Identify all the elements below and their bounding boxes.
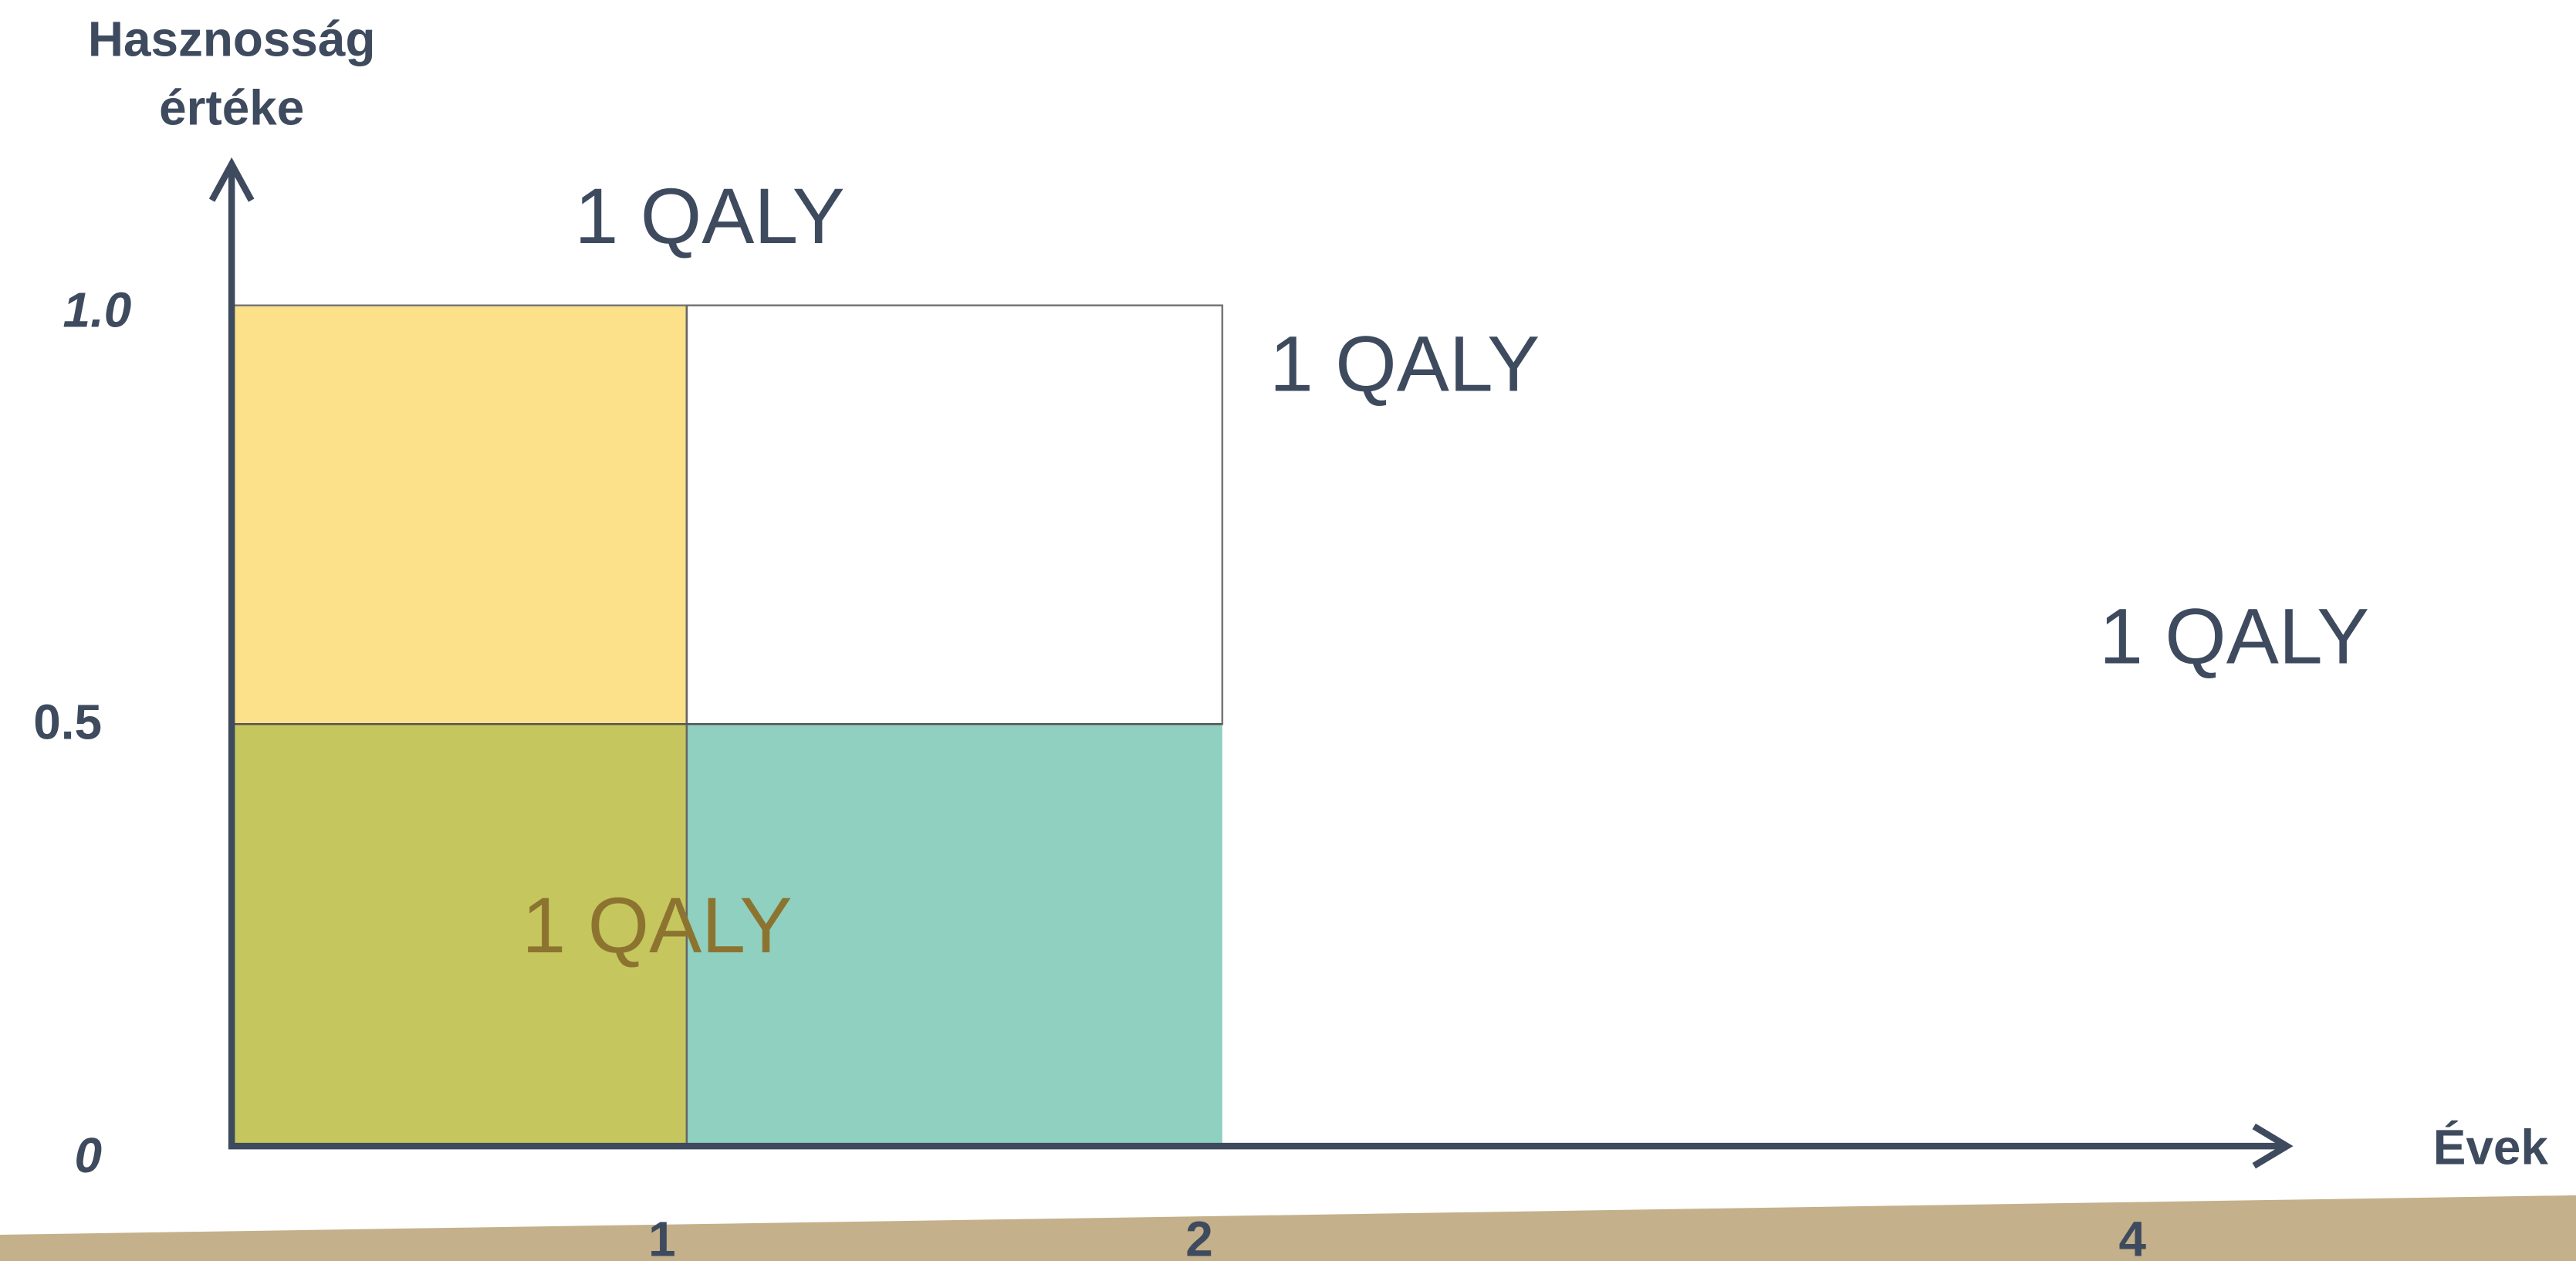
y-axis-label: értéke (159, 80, 304, 136)
annotation: 1 QALY (1269, 319, 1540, 407)
y-arrow (208, 157, 255, 202)
y-tick-label: 0.5 (33, 694, 102, 749)
yellow-area (232, 305, 687, 725)
olive-area (232, 724, 687, 1147)
annotation: 1 QALY (575, 172, 845, 260)
x-axis-label: Évek (2433, 1119, 2549, 1175)
y-tick-label: 0 (74, 1127, 102, 1183)
floor-band (0, 1195, 2576, 1261)
annotation: 1 QALY (522, 881, 792, 969)
x-arrow (2252, 1123, 2294, 1169)
y-axis-label: Hasznosság (88, 11, 376, 66)
white-area (685, 304, 1224, 725)
teal-area (686, 724, 1222, 1147)
x-tick-label: 1 (648, 1212, 676, 1261)
annotation: 1 QALY (2099, 593, 2369, 681)
x-tick-label: 2 (1185, 1212, 1213, 1261)
y-tick-label: 1.0 (63, 282, 132, 337)
x-tick-label: 4 (2118, 1212, 2146, 1261)
